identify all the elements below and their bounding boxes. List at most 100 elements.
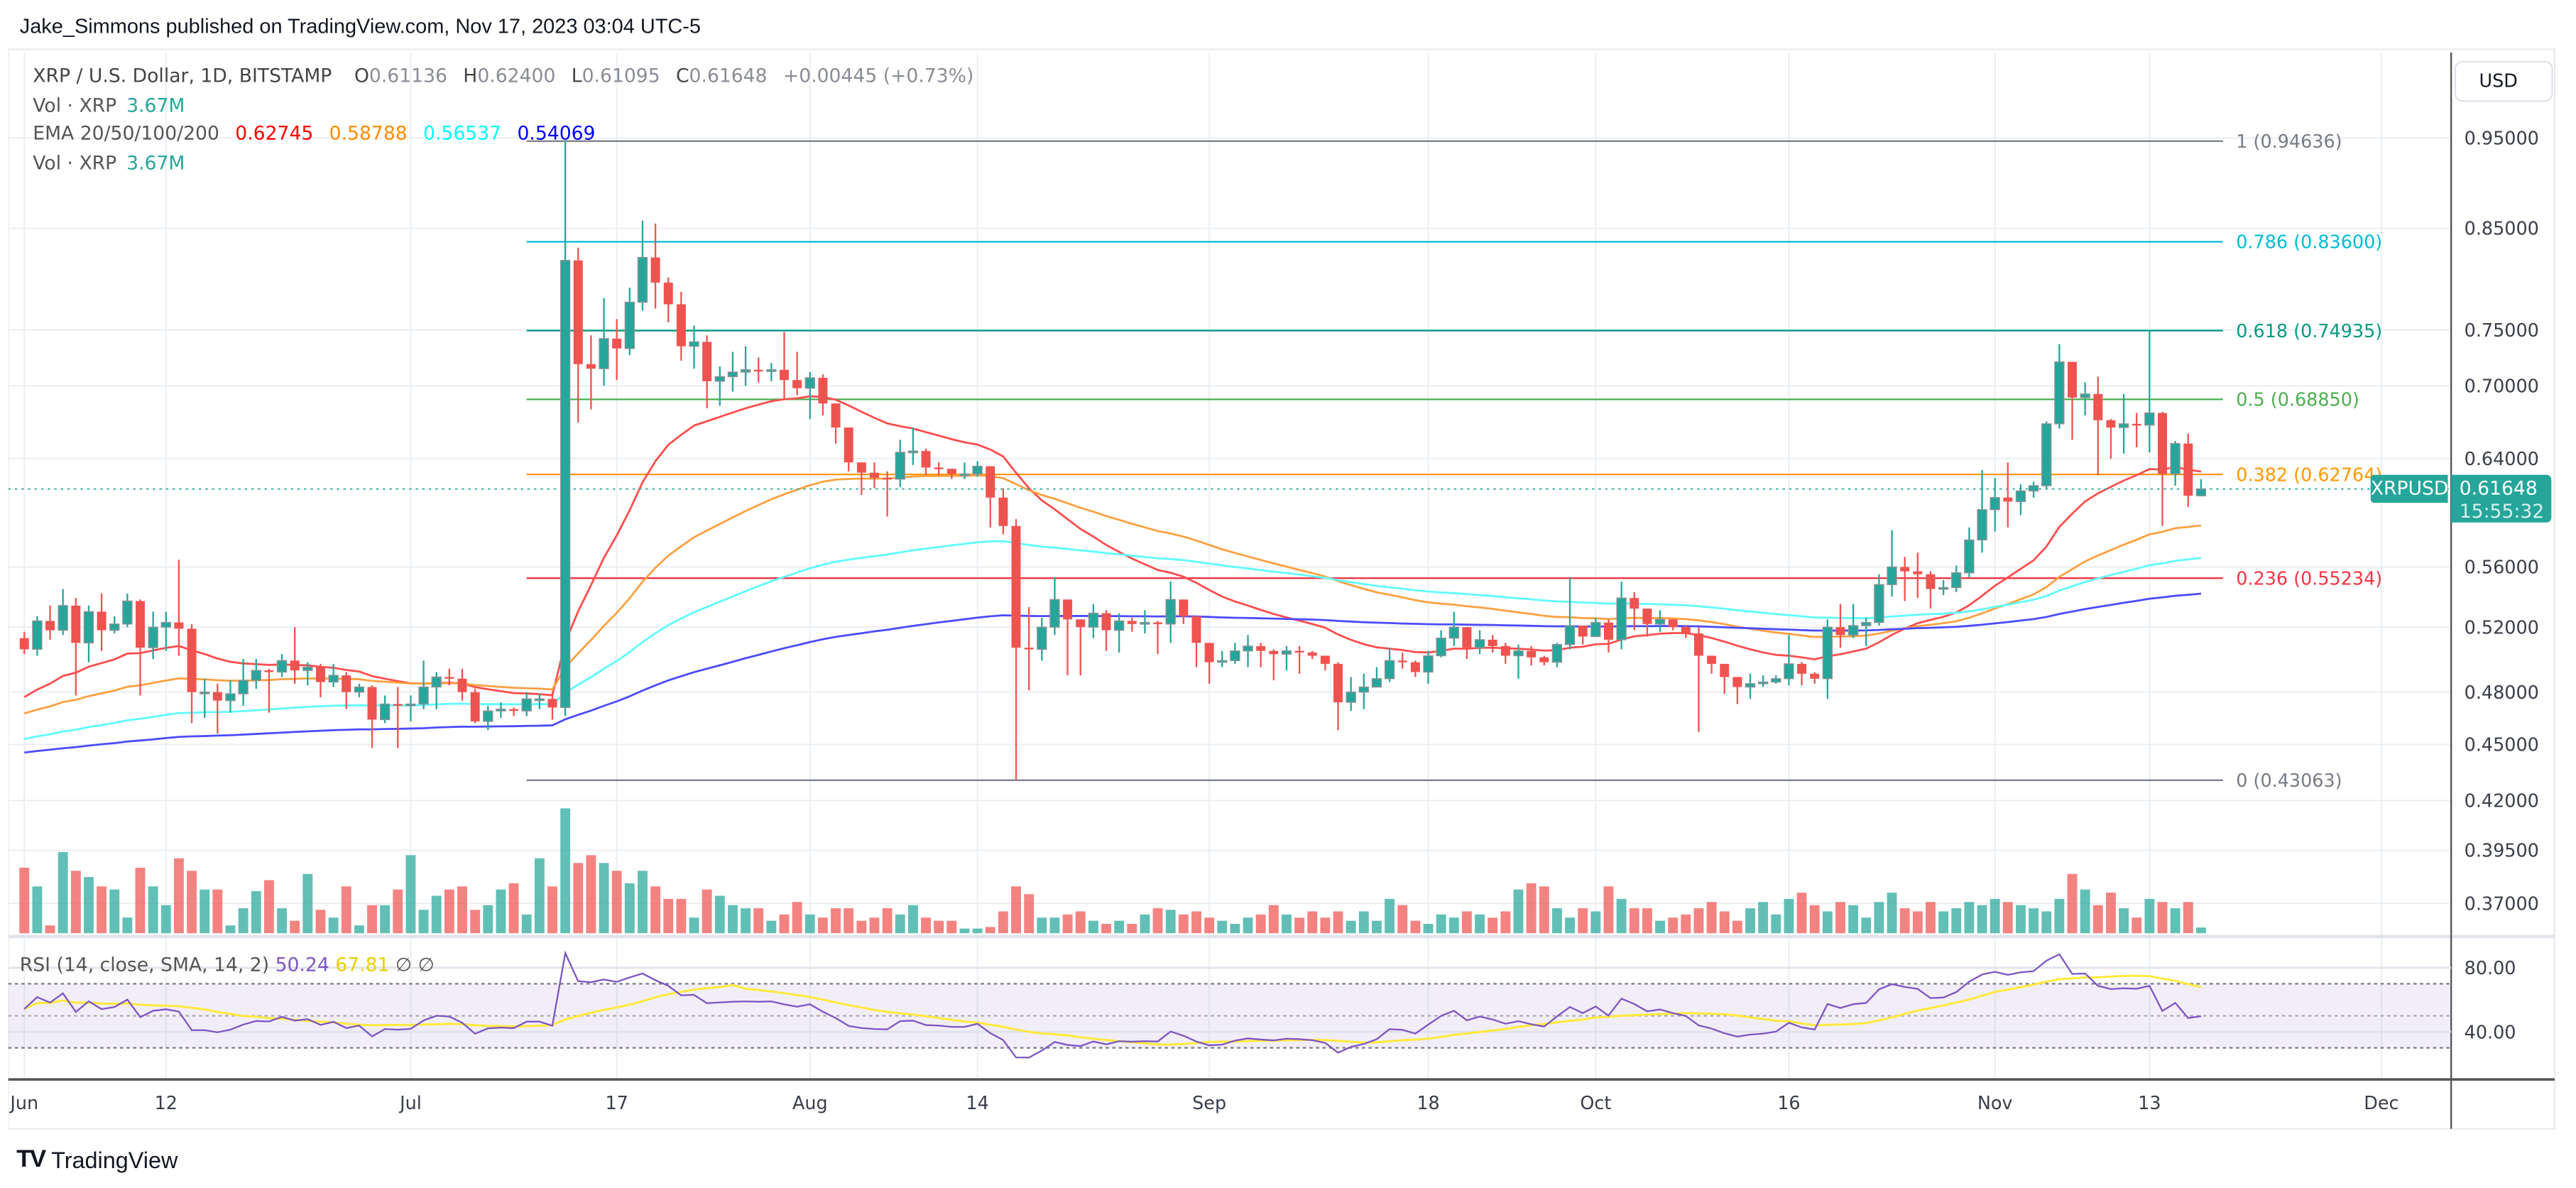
candle-body bbox=[1745, 683, 1756, 688]
rsi-na-1: ∅ bbox=[395, 952, 413, 976]
candle bbox=[1887, 530, 1897, 597]
candle bbox=[225, 680, 236, 713]
candle bbox=[921, 448, 931, 476]
candle-body bbox=[998, 497, 1008, 526]
candle bbox=[405, 695, 416, 721]
candle bbox=[174, 560, 184, 656]
volume-bar bbox=[393, 889, 403, 934]
price-axis-label: 0.37000 bbox=[2465, 893, 2539, 915]
high-label: H bbox=[463, 64, 478, 87]
candle bbox=[1527, 645, 1537, 666]
candle-body bbox=[2144, 412, 2155, 426]
candle bbox=[509, 707, 519, 716]
candle-body bbox=[1113, 620, 1125, 631]
fib-level-label: 0.236 (0.55234) bbox=[2236, 568, 2382, 589]
volume-bar bbox=[560, 808, 571, 934]
candle bbox=[393, 687, 403, 748]
candle-body bbox=[1049, 599, 1060, 628]
candle bbox=[1063, 599, 1073, 676]
candle-body bbox=[1307, 652, 1317, 656]
candle bbox=[496, 702, 506, 718]
candle bbox=[1474, 630, 1485, 655]
volume-bar bbox=[1243, 917, 1253, 934]
candle-body bbox=[818, 378, 828, 404]
candle-body bbox=[1874, 584, 1884, 623]
candle bbox=[1423, 650, 1434, 684]
ema50-value: 0.58788 bbox=[329, 121, 408, 145]
rsi-label: RSI (14, close, SMA, 14, 2) bbox=[19, 952, 270, 976]
candle-body bbox=[1037, 626, 1047, 650]
candle bbox=[1603, 619, 1613, 653]
candle bbox=[1113, 613, 1125, 653]
volume-bar bbox=[934, 920, 944, 934]
time-axis-label: 13 bbox=[2138, 1093, 2161, 1114]
candle-body bbox=[1964, 539, 1975, 574]
candle-body bbox=[1346, 691, 1356, 703]
candle-body bbox=[109, 623, 120, 631]
tradingview-logo[interactable]: TV TradingView bbox=[16, 1145, 178, 1173]
candle bbox=[650, 223, 660, 309]
volume-bar bbox=[1565, 917, 1575, 934]
volume-bar bbox=[1513, 889, 1524, 934]
ema-label: EMA 20/50/100/200 bbox=[33, 121, 219, 145]
candle-body bbox=[1938, 587, 1949, 590]
volume-bar bbox=[611, 871, 622, 934]
volume-bar bbox=[599, 863, 609, 934]
volume-bar bbox=[431, 895, 442, 934]
volume-bar bbox=[2105, 893, 2116, 934]
candle bbox=[122, 593, 133, 628]
volume-bar bbox=[534, 858, 545, 934]
candle-body bbox=[1797, 663, 1807, 674]
volume-bar bbox=[1165, 910, 1176, 934]
candle bbox=[1590, 618, 1601, 638]
candle bbox=[714, 366, 725, 406]
candle bbox=[1874, 574, 1884, 626]
candle-body bbox=[1913, 571, 1923, 574]
candle bbox=[1243, 635, 1253, 667]
candle bbox=[1448, 611, 1459, 646]
currency-button[interactable]: USD bbox=[2454, 60, 2553, 102]
candle-body bbox=[251, 670, 261, 681]
volume-bar bbox=[702, 889, 712, 934]
volume-bar bbox=[1693, 908, 1704, 934]
candle bbox=[1462, 627, 1472, 660]
candle-body bbox=[2068, 361, 2077, 398]
candle-body bbox=[2158, 413, 2167, 474]
volume-bar bbox=[998, 911, 1008, 934]
price-axis-label: 0.56000 bbox=[2465, 557, 2539, 579]
candle-body bbox=[2118, 423, 2129, 428]
candle bbox=[959, 462, 970, 479]
volume-bar bbox=[2157, 902, 2168, 934]
candle bbox=[907, 427, 919, 465]
high-value: 0.62400 bbox=[477, 64, 556, 87]
candle bbox=[547, 692, 557, 720]
candle-body bbox=[483, 710, 493, 722]
candle bbox=[818, 374, 828, 415]
candle bbox=[998, 488, 1008, 535]
volume-bar bbox=[1101, 924, 1111, 934]
candle-body bbox=[509, 709, 519, 712]
close-value: 0.61648 bbox=[689, 64, 768, 87]
left-mask bbox=[0, 49, 9, 1129]
candle-body bbox=[1900, 567, 1910, 572]
candle bbox=[1024, 606, 1034, 691]
candle-body bbox=[1063, 599, 1073, 620]
volume-bar bbox=[1603, 886, 1614, 934]
candle bbox=[1822, 619, 1833, 699]
volume-bar bbox=[109, 889, 120, 934]
candle-body bbox=[907, 450, 919, 454]
volume-bar bbox=[1024, 894, 1035, 934]
candle-body bbox=[934, 467, 944, 469]
volume-bar bbox=[676, 898, 687, 934]
volume-legend-2: Vol · XRP 3.67M bbox=[33, 151, 195, 174]
candle-body bbox=[1358, 686, 1369, 693]
volume-label: Vol · XRP bbox=[33, 151, 117, 175]
candle-body bbox=[1462, 627, 1472, 648]
volume-bar bbox=[160, 905, 171, 934]
last-price-tag: 0.61648 15:55:32 bbox=[2451, 474, 2552, 523]
candle bbox=[1757, 675, 1769, 687]
candle-body bbox=[1654, 618, 1666, 625]
candle-body bbox=[1423, 655, 1434, 673]
candle bbox=[1191, 616, 1201, 667]
